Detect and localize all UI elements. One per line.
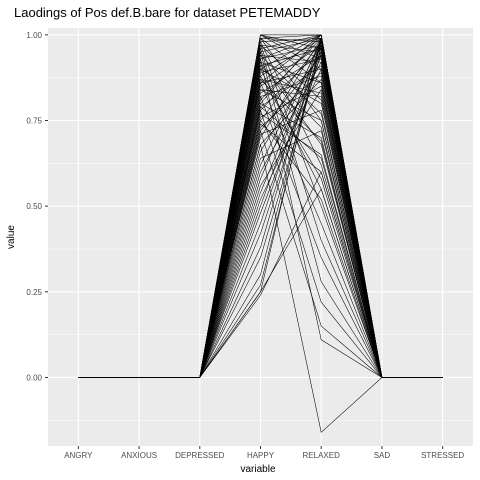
x-axis-title: variable: [240, 464, 275, 475]
y-tick-label: 1.00: [26, 31, 42, 40]
x-tick-label-angry: ANGRY: [64, 451, 93, 460]
y-tick-label: 0.75: [26, 117, 42, 126]
chart-title: Laodings of Pos def.B.bare for dataset P…: [14, 5, 321, 20]
series-lines: [78, 34, 443, 433]
y-axis: 0.00 0.25 0.50 0.75 1.00: [26, 31, 48, 382]
x-axis: ANGRY ANXIOUS DEPRESSED HAPPY RELAXED SAD STRE…: [64, 446, 464, 460]
x-tick-label-stressed: STRESSED: [421, 451, 464, 460]
y-tick-label: 0.50: [26, 202, 42, 211]
y-axis-title: value: [6, 225, 17, 249]
x-tick-label-anxious: ANXIOUS: [121, 451, 157, 460]
y-tick-label: 0.00: [26, 373, 42, 382]
x-tick-label-relaxed: RELAXED: [303, 451, 341, 460]
x-tick-label-sad: SAD: [374, 451, 391, 460]
y-tick-label: 0.25: [26, 288, 42, 297]
series-line-obs-81: [78, 34, 443, 378]
x-tick-label-depressed: DEPRESSED: [175, 451, 225, 460]
x-tick-label-happy: HAPPY: [247, 451, 275, 460]
